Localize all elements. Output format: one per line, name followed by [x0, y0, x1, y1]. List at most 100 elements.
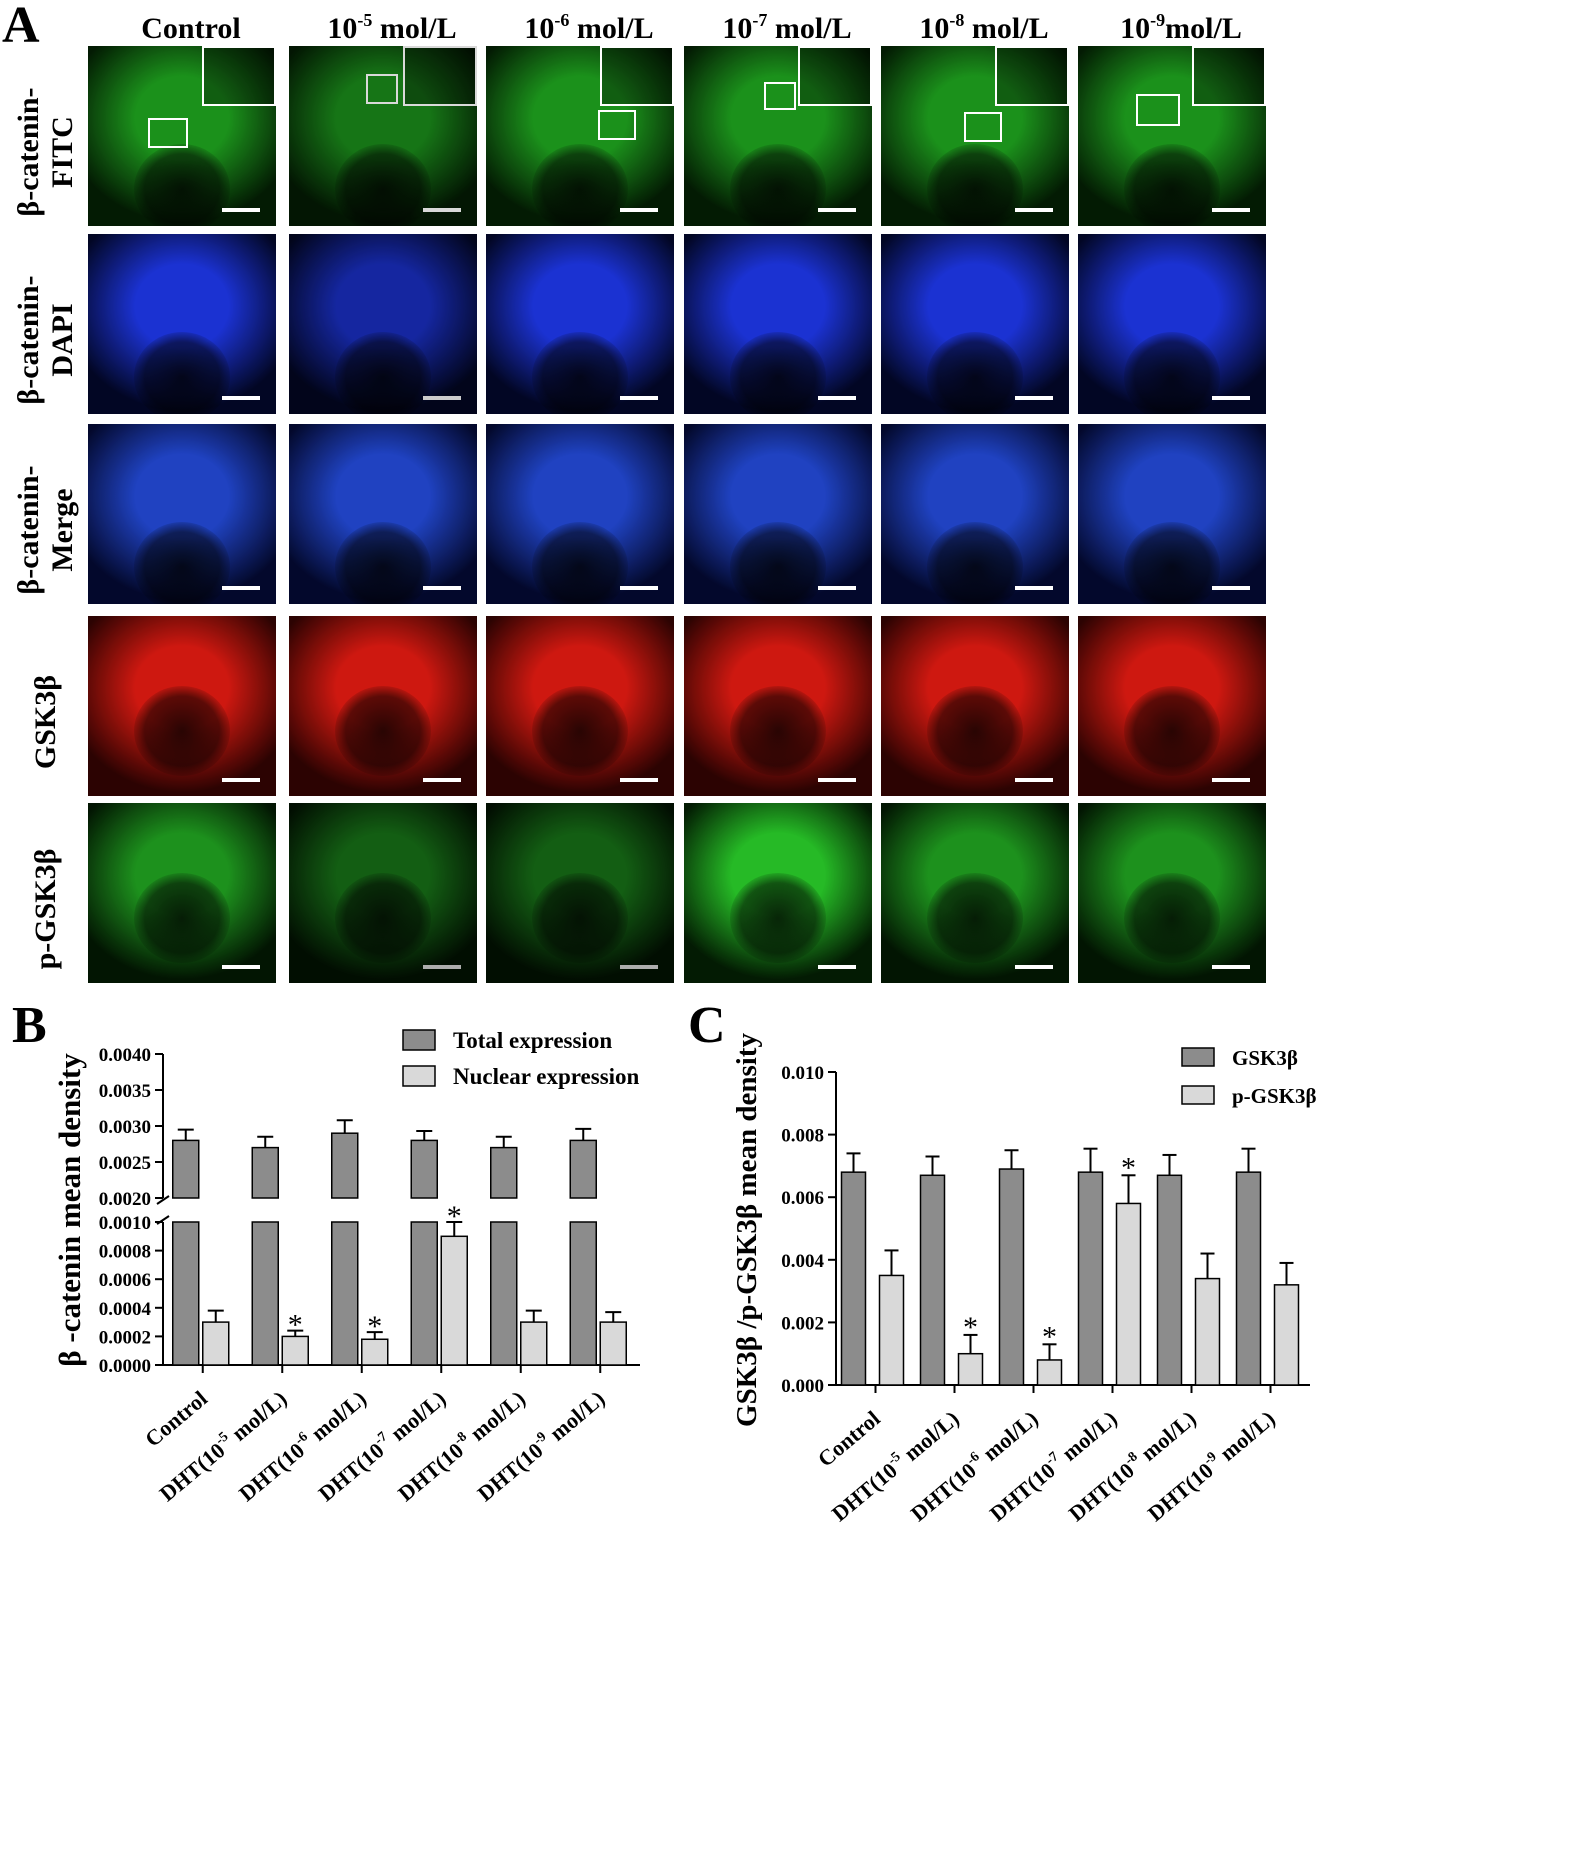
- bar-0-upper: [331, 1132, 359, 1199]
- row-label-2: β-catenin- Merge: [12, 465, 79, 595]
- y-tick-label: 0.000: [781, 1376, 824, 1397]
- scale-bar: [1212, 396, 1250, 400]
- bar-1: [520, 1321, 548, 1366]
- y-tick-label: 0.0008: [99, 1242, 151, 1263]
- bar-0-lower: [410, 1221, 438, 1366]
- roi-box: [964, 112, 1002, 142]
- bar-1: [957, 1352, 984, 1386]
- papilla-region: [532, 522, 628, 604]
- papilla-region: [730, 522, 826, 604]
- papilla-region: [927, 873, 1023, 963]
- scale-bar: [222, 778, 260, 782]
- scale-bar: [423, 396, 461, 400]
- papilla-region: [532, 873, 628, 963]
- legend-label: GSK3β: [1232, 1046, 1298, 1070]
- y-tick-label: 0.004: [781, 1251, 824, 1272]
- papilla-region: [335, 332, 431, 414]
- column-header-4: 10-8 mol/L: [919, 10, 1049, 45]
- bar-1: [361, 1338, 389, 1366]
- micrograph-r0-c5: [1078, 46, 1266, 226]
- scale-bar: [423, 208, 461, 212]
- y-tick-label: 0.008: [781, 1126, 824, 1147]
- x-tick-label-0: Control: [140, 1386, 212, 1452]
- scale-bar: [1212, 208, 1250, 212]
- legend-swatch: [402, 1065, 436, 1087]
- scale-bar: [1015, 208, 1053, 212]
- significance-mark: *: [1042, 1320, 1057, 1353]
- x-tick-label-0: Control: [813, 1406, 885, 1472]
- papilla-region: [335, 144, 431, 226]
- papilla-region: [532, 332, 628, 414]
- column-header-1: 10-5 mol/L: [327, 10, 457, 45]
- papilla-region: [335, 522, 431, 604]
- scale-bar: [620, 208, 658, 212]
- scale-bar: [818, 965, 856, 969]
- zoom-inset: [798, 46, 872, 106]
- micrograph-r0-c2: [486, 46, 674, 226]
- scale-bar: [1015, 396, 1053, 400]
- zoom-inset: [1192, 46, 1266, 106]
- micrograph-r4-c5: [1078, 803, 1266, 983]
- scale-bar: [222, 208, 260, 212]
- legend-swatch: [1181, 1085, 1215, 1105]
- zoom-inset: [202, 46, 276, 106]
- scale-bar: [1212, 586, 1250, 590]
- papilla-region: [1124, 873, 1220, 963]
- y-tick-label: 0.0035: [99, 1081, 151, 1102]
- axis-break-mark: [156, 1195, 170, 1205]
- column-header-5: 10-9mol/L: [1120, 10, 1242, 45]
- scale-bar: [222, 396, 260, 400]
- micrograph-r1-c3: [684, 234, 872, 414]
- bar-0-lower: [251, 1221, 279, 1366]
- y-tick-label: 0.0020: [99, 1189, 151, 1210]
- micrograph-r3-c0: [88, 616, 276, 796]
- papilla-region: [730, 873, 826, 963]
- y-tick-label: 0.0010: [99, 1213, 151, 1234]
- zoom-inset: [600, 46, 674, 106]
- bar-0: [1235, 1171, 1262, 1386]
- scale-bar: [423, 965, 461, 969]
- scale-bar: [222, 586, 260, 590]
- bar-0: [998, 1168, 1025, 1386]
- papilla-region: [134, 332, 230, 414]
- papilla-region: [134, 873, 230, 963]
- micrograph-r1-c5: [1078, 234, 1266, 414]
- scale-bar: [818, 586, 856, 590]
- panel-letter-a: A: [2, 0, 40, 54]
- bar-1: [1036, 1359, 1063, 1386]
- y-tick-label: 0.0030: [99, 1117, 151, 1138]
- significance-mark: *: [367, 1310, 382, 1343]
- papilla-region: [1124, 144, 1220, 226]
- scale-bar: [620, 778, 658, 782]
- papilla-region: [1124, 522, 1220, 604]
- column-header-0: Control: [141, 12, 241, 45]
- scale-bar: [1015, 965, 1053, 969]
- micrograph-r1-c4: [881, 234, 1069, 414]
- micrograph-r0-c1: [289, 46, 477, 226]
- scale-bar: [818, 396, 856, 400]
- papilla-region: [1124, 686, 1220, 776]
- significance-mark: *: [447, 1200, 462, 1233]
- papilla-region: [532, 144, 628, 226]
- scale-bar: [1015, 778, 1053, 782]
- papilla-region: [927, 522, 1023, 604]
- micrograph-r4-c4: [881, 803, 1069, 983]
- y-tick-label: 0.002: [781, 1313, 824, 1334]
- y-tick-label: 0.0004: [99, 1299, 152, 1320]
- micrograph-r2-c4: [881, 424, 1069, 604]
- y-tick-label: 0.0000: [99, 1356, 151, 1377]
- bar-0-lower: [490, 1221, 518, 1366]
- zoom-inset: [995, 46, 1069, 106]
- roi-box: [598, 110, 636, 140]
- column-header-3: 10-7 mol/L: [722, 10, 852, 45]
- micrograph-r2-c2: [486, 424, 674, 604]
- micrograph-r1-c0: [88, 234, 276, 414]
- legend-label: Nuclear expression: [453, 1064, 640, 1089]
- bar-1: [599, 1321, 627, 1366]
- legend-label: p-GSK3β: [1232, 1084, 1317, 1108]
- significance-mark: *: [1121, 1151, 1136, 1184]
- bar-0-lower: [331, 1221, 359, 1366]
- scale-bar: [1212, 778, 1250, 782]
- y-tick-label: 0.0025: [99, 1153, 151, 1174]
- micrograph-r3-c1: [289, 616, 477, 796]
